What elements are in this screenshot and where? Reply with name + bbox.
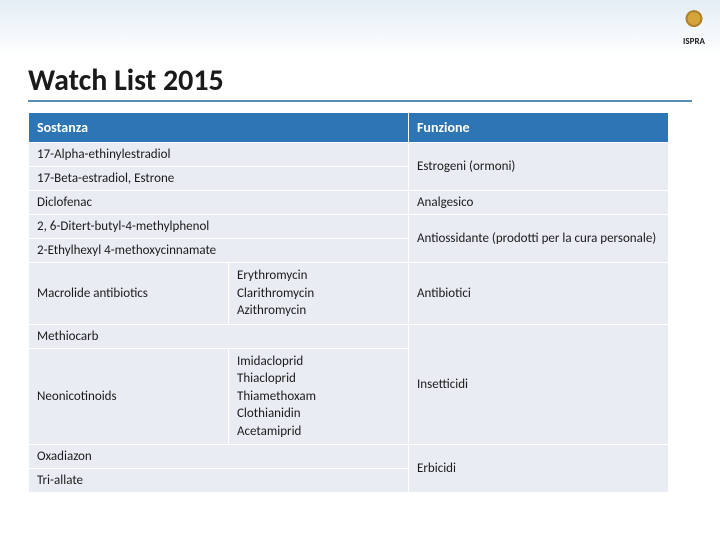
cell-function: Erbicidi xyxy=(409,445,669,493)
emblem-icon xyxy=(680,6,708,34)
watch-list-table: Sostanza Funzione 17-Alpha-ethinylestrad… xyxy=(28,112,669,493)
cell-sublist: Imidacloprid Thiacloprid Thiamethoxam Cl… xyxy=(229,348,409,445)
cell-substance: 2, 6-Ditert-butyl-4-methylphenol xyxy=(29,215,409,239)
cell-substance: 2-Ethylhexyl 4-methoxycinnamate xyxy=(29,239,409,263)
ispra-logo: ISPRA xyxy=(680,6,708,47)
table-row: Diclofenac Analgesico xyxy=(29,191,669,215)
table-row: Methiocarb Insetticidi xyxy=(29,324,669,348)
decorative-header-wave xyxy=(0,0,720,56)
cell-substance: Methiocarb xyxy=(29,324,409,348)
header-sostanza: Sostanza xyxy=(29,113,409,143)
table-row: 17-Alpha-ethinylestradiol Estrogeni (orm… xyxy=(29,143,669,167)
table-header-row: Sostanza Funzione xyxy=(29,113,669,143)
table-row: 2, 6-Ditert-butyl-4-methylphenol Antioss… xyxy=(29,215,669,239)
table-row: Macrolide antibiotics Erythromycin Clari… xyxy=(29,263,669,325)
cell-function: Insetticidi xyxy=(409,324,669,445)
sublist-item: Erythromycin xyxy=(237,267,400,285)
table-row: Oxadiazon Erbicidi xyxy=(29,445,669,469)
cell-substance: Neonicotinoids xyxy=(29,348,229,445)
sublist-item: Clothianidin xyxy=(237,405,400,423)
sublist-item: Imidacloprid xyxy=(237,353,400,371)
header-funzione: Funzione xyxy=(409,113,669,143)
page-title: Watch List 2015 xyxy=(28,62,224,99)
sublist-item: Clarithromycin xyxy=(237,285,400,303)
cell-function: Antibiotici xyxy=(409,263,669,325)
cell-substance: Oxadiazon xyxy=(29,445,409,469)
cell-substance: Macrolide antibiotics xyxy=(29,263,229,325)
logo-org: ISPRA xyxy=(680,36,708,47)
cell-function: Analgesico xyxy=(409,191,669,215)
sublist-item: Thiamethoxam xyxy=(237,388,400,406)
cell-substance: Diclofenac xyxy=(29,191,409,215)
cell-function: Estrogeni (ormoni) xyxy=(409,143,669,191)
title-underline xyxy=(28,100,692,102)
cell-substance: 17-Beta-estradiol, Estrone xyxy=(29,167,409,191)
cell-function: Antiossidante (prodotti per la cura pers… xyxy=(409,215,669,263)
cell-substance: Tri-allate xyxy=(29,469,409,493)
sublist-item: Azithromycin xyxy=(237,302,400,320)
cell-sublist: Erythromycin Clarithromycin Azithromycin xyxy=(229,263,409,325)
sublist-item: Acetamiprid xyxy=(237,423,400,441)
cell-substance: 17-Alpha-ethinylestradiol xyxy=(29,143,409,167)
sublist-item: Thiacloprid xyxy=(237,370,400,388)
